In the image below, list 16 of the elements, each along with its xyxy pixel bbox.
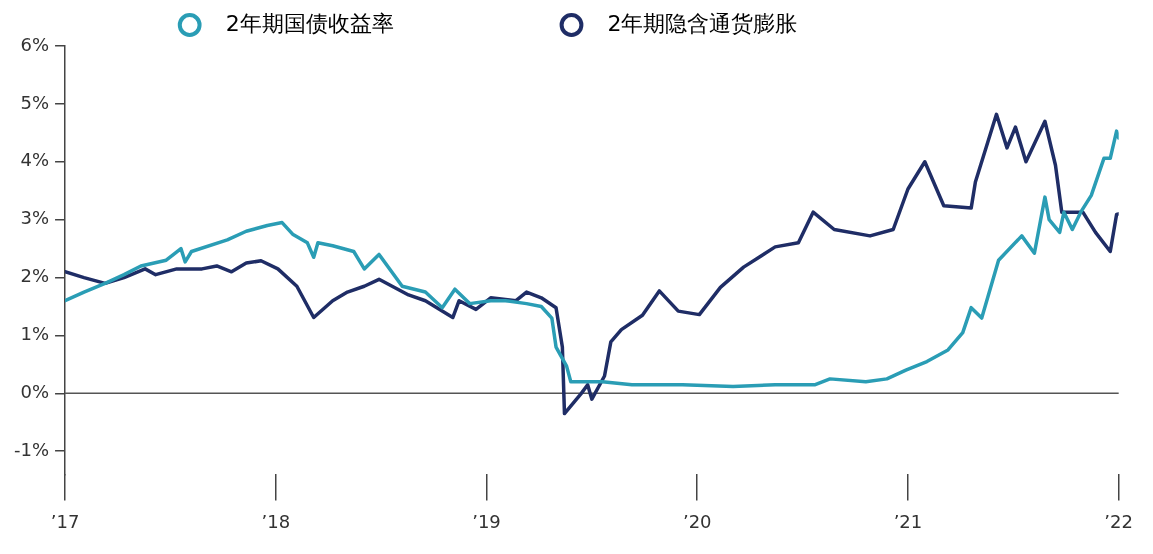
y-tick-label: -1% — [13, 438, 50, 460]
y-tick-label: 1% — [20, 323, 50, 345]
y-tick-label: 2% — [20, 265, 50, 287]
x-tick-label: ’19 — [472, 510, 501, 532]
y-tick-label: 0% — [20, 381, 50, 403]
legend-label: 2年期隐含通货膨胀 — [593, 10, 959, 36]
x-tick-label: ’20 — [682, 510, 712, 532]
x-tick-label: ’18 — [261, 510, 291, 532]
x-tick-label: ’21 — [893, 510, 923, 532]
y-tick-label: 3% — [20, 207, 50, 229]
y-tick-label: 6% — [20, 33, 50, 55]
x-tick-label: ’22 — [1104, 510, 1134, 532]
legend-label: 2年期国债收益率 — [211, 10, 555, 36]
y-tick-label: 5% — [20, 91, 50, 113]
y-tick-label: 4% — [20, 149, 50, 171]
x-tick-label: ’17 — [50, 510, 80, 532]
